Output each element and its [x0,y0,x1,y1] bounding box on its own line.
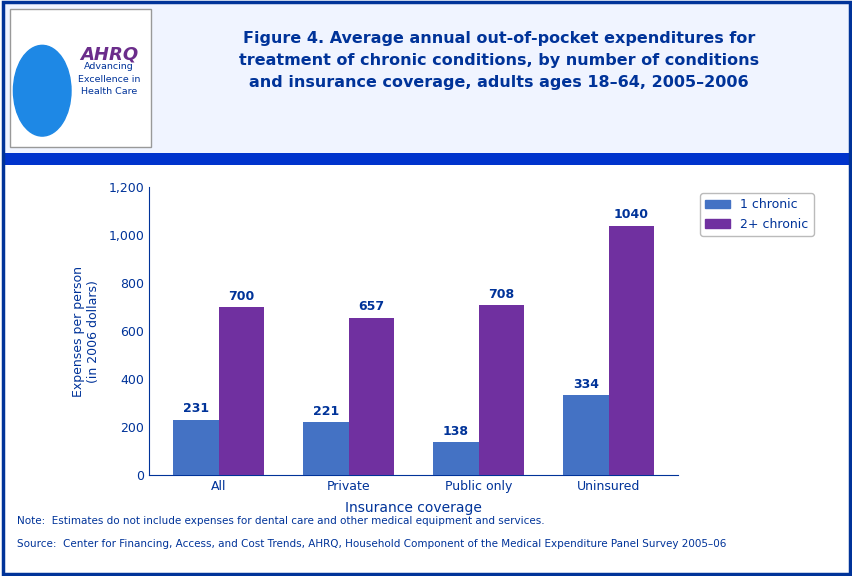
Circle shape [14,46,71,136]
Text: Note:  Estimates do not include expenses for dental care and other medical equip: Note: Estimates do not include expenses … [17,516,544,526]
Text: Figure 4. Average annual out-of-pocket expenditures for
treatment of chronic con: Figure 4. Average annual out-of-pocket e… [239,31,758,90]
Bar [303,422,348,475]
Bar [348,317,394,475]
Text: 657: 657 [358,300,384,313]
Text: Advancing
Excellence in
Health Care: Advancing Excellence in Health Care [78,62,141,97]
Bar [433,442,478,475]
Text: AHRQ: AHRQ [80,46,138,64]
Bar [562,395,608,475]
Text: 1040: 1040 [613,209,648,221]
Bar [173,420,218,475]
Text: Source:  Center for Financing, Access, and Cost Trends, AHRQ, Household Componen: Source: Center for Financing, Access, an… [17,539,726,550]
Text: 231: 231 [183,403,209,415]
Y-axis label: Expenses per person
(in 2006 dollars): Expenses per person (in 2006 dollars) [72,266,100,397]
Text: 700: 700 [228,290,255,303]
Bar [218,307,264,475]
Legend: 1 chronic, 2+ chronic: 1 chronic, 2+ chronic [699,194,813,236]
X-axis label: Insurance coverage: Insurance coverage [345,501,481,516]
Text: 221: 221 [313,405,339,418]
Bar [608,226,653,475]
Text: 138: 138 [442,425,469,438]
Text: 708: 708 [488,288,514,301]
Bar [478,305,523,475]
Text: 334: 334 [573,378,598,391]
